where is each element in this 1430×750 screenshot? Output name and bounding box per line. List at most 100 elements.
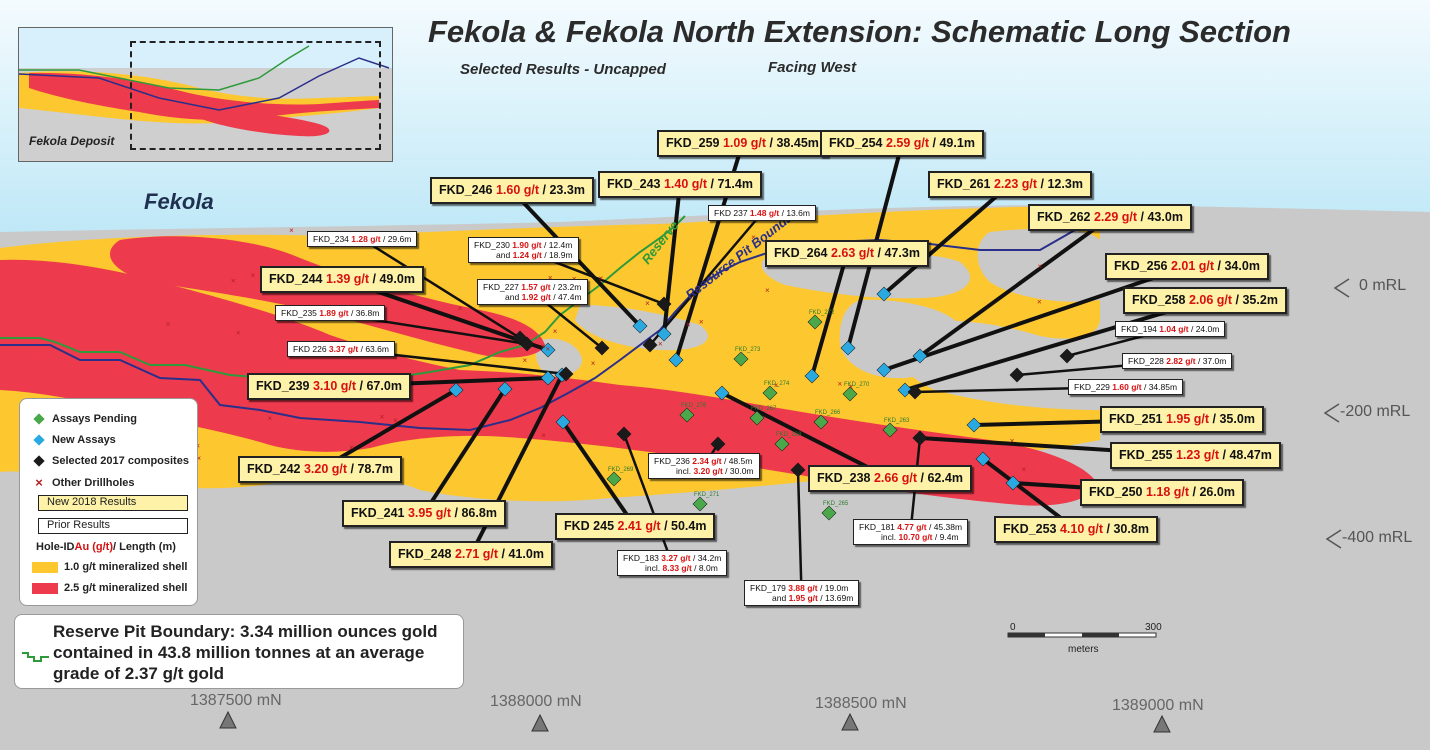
other-drillhole-marker: × [548, 273, 553, 282]
other-drillhole-marker: × [1037, 262, 1042, 271]
other-drillhole-marker: × [658, 340, 663, 349]
other-drillhole-marker: × [751, 233, 756, 242]
prior-label-fkd-194[interactable]: FKD_194 1.04 g/t / 24.0m [1115, 321, 1226, 338]
pending-hole-id: FKD_271 [694, 492, 720, 498]
shell-25g-left [0, 294, 242, 388]
result-label-fkd-264[interactable]: FKD_264 2.63 g/t / 47.3m [765, 240, 929, 267]
shell-1g-fringe [430, 453, 568, 482]
legend: Assays Pending New Assays Selected 2017 … [19, 398, 198, 606]
result-label-fkd-241[interactable]: FKD_241 3.95 g/t / 86.8m [342, 500, 506, 527]
prior-label-fkd-228[interactable]: FKD_228 2.82 g/t / 37.0m [1122, 353, 1233, 370]
result-label-fkd-253[interactable]: FKD_253 4.10 g/t / 30.8m [994, 516, 1158, 543]
leader-line [810, 252, 849, 377]
result-label-fkd-255[interactable]: FKD_255 1.23 g/t / 48.47m [1110, 442, 1281, 469]
pending-assay-marker [692, 496, 708, 512]
reserve-callout: Reserve Pit Boundary: 3.34 million ounce… [14, 614, 464, 689]
pending-hole-id: FKD_272 [809, 310, 835, 316]
shell-25g-upper [110, 236, 545, 358]
rl-arrows [1323, 278, 1350, 549]
result-label-fkd-245[interactable]: FKD 245 2.41 g/t / 50.4m [555, 513, 716, 540]
pending-hole-id: FKD_276 [681, 403, 707, 409]
pending-assay-marker [762, 385, 778, 401]
rl-label-200: -200 mRL [1340, 403, 1411, 420]
new-assay-marker [876, 286, 892, 302]
other-drillhole-marker: × [545, 345, 550, 354]
composite-marker [1009, 367, 1025, 383]
leader-line [882, 182, 1012, 296]
prior-label-fkd-235[interactable]: FKD_235 1.89 g/t / 36.8m [275, 305, 386, 322]
prior-label-fkd-179[interactable]: FKD_179 3.88 g/t / 19.0m and 1.95 g/t / 1… [744, 580, 860, 607]
drillhole-markers: FKD_272 FKD_273 FKD_274 FKD_270 FKD_266 FKD_2… [166, 226, 1075, 521]
result-label-fkd-262[interactable]: FKD_262 2.29 g/t / 43.0m [1028, 204, 1192, 231]
prior-label-fkd-230[interactable]: FKD_230 1.90 g/t / 12.4m and 1.24 g/t / 1… [468, 237, 579, 264]
new-assay-marker [876, 362, 892, 378]
prior-label-fkd-181[interactable]: FKD_181 4.77 g/t / 45.38m incl. 10.70 g/t… [853, 519, 969, 546]
leader-line [883, 264, 1188, 372]
other-drillhole-marker: × [1010, 437, 1015, 446]
prior-label-fkd-183[interactable]: FKD_183 3.27 g/t / 34.2m incl. 8.33 g/t /… [617, 550, 728, 577]
subtitle-left: Selected Results - Uncapped [460, 61, 666, 78]
pending-hole-id: FKD_269 [608, 467, 634, 473]
prior-label-fkd-237[interactable]: FKD 237 1.48 g/t / 13.6m [708, 205, 816, 222]
pending-assay-marker [807, 314, 823, 330]
result-label-fkd-242[interactable]: FKD_242 3.20 g/t / 78.7m [238, 456, 402, 483]
composite-marker [912, 430, 928, 446]
other-drillhole-marker: × [196, 454, 201, 463]
result-label-fkd-259[interactable]: FKD_259 1.09 g/t / 38.45m [657, 130, 828, 157]
legend-pending: Assays Pending [32, 412, 137, 426]
legend-composites: Selected 2017 composites [32, 454, 189, 468]
other-drillhole-marker: × [572, 274, 577, 283]
result-label-fkd-251[interactable]: FKD_251 1.95 g/t / 35.0m [1100, 406, 1264, 433]
leader-line [904, 298, 1206, 392]
waste-pod-4 [839, 299, 965, 379]
new-assay-marker [540, 370, 556, 386]
result-label-fkd-246[interactable]: FKD_246 1.60 g/t / 23.3m [430, 177, 594, 204]
other-drillhole-marker: × [765, 286, 770, 295]
result-label-fkd-243[interactable]: FKD_243 1.40 g/t / 71.4m [598, 171, 762, 198]
composite-marker [1059, 348, 1075, 364]
other-drillhole-marker: × [541, 431, 546, 440]
result-label-fkd-244[interactable]: FKD_244 1.39 g/t / 49.0m [260, 266, 424, 293]
result-label-fkd-238[interactable]: FKD_238 2.66 g/t / 62.4m [808, 465, 972, 492]
mn-triangle-icon [841, 712, 859, 731]
legend-shell-25g: 2.5 g/t mineralized shell [32, 582, 188, 594]
other-drillhole-marker: × [522, 356, 527, 365]
rl-arrow-icon [1333, 278, 1350, 298]
prior-label-fkd-236[interactable]: FKD_236 2.34 g/t / 48.5m incl. 3.20 g/t /… [648, 453, 760, 480]
result-label-fkd-254[interactable]: FKD_254 2.59 g/t / 49.1m [820, 130, 984, 157]
result-label-fkd-248[interactable]: FKD_248 2.71 g/t / 41.0m [389, 541, 553, 568]
new-assay-marker [966, 417, 982, 433]
scale-bar: 0 300 meters [1007, 622, 1162, 655]
rl-arrow-icon [1323, 403, 1340, 423]
other-drillhole-marker: × [541, 342, 546, 351]
other-drillhole-marker: × [686, 320, 691, 329]
new-assay-marker [804, 368, 820, 384]
prior-label-fkd-229[interactable]: FKD_229 1.60 g/t / 34.85m [1068, 379, 1184, 396]
pending-assay-marker [882, 422, 898, 438]
legend-new-assays: New Assays [32, 433, 116, 447]
prior-label-fkd-234[interactable]: FKD_234 1.28 g/t / 29.6m [307, 231, 418, 248]
other-drillhole-marker: × [837, 379, 842, 388]
new-assay-marker [840, 340, 856, 356]
pending-hole-id: FKD_274 [764, 381, 790, 387]
pending-hole-id: FKD_263 [884, 418, 910, 424]
result-label-fkd-239[interactable]: FKD_239 3.10 g/t / 67.0m [247, 373, 411, 400]
new-assay-marker [668, 352, 684, 368]
other-drillhole-marker: × [699, 317, 704, 326]
mn-markers [219, 710, 1171, 733]
result-label-fkd-261[interactable]: FKD_261 2.23 g/t / 12.3m [928, 171, 1092, 198]
new-assay-marker [1005, 475, 1021, 491]
composite-marker [907, 384, 923, 400]
pending-assay-marker [733, 351, 749, 367]
result-label-fkd-256[interactable]: FKD_256 2.01 g/t / 34.0m [1105, 253, 1269, 280]
other-drillhole-marker: × [380, 412, 385, 421]
other-drillhole-marker: × [553, 327, 558, 336]
prior-label-fkd-226[interactable]: FKD 226 3.37 g/t / 63.6m [287, 341, 395, 358]
result-label-fkd-258[interactable]: FKD_258 2.06 g/t / 35.2m [1123, 287, 1287, 314]
prior-label-fkd-227[interactable]: FKD_227 1.57 g/t / 23.2m and 1.92 g/t / 4… [477, 279, 588, 306]
result-label-fkd-250[interactable]: FKD_250 1.18 g/t / 26.0m [1080, 479, 1244, 506]
other-drillhole-marker: × [849, 383, 854, 392]
composite-marker [710, 436, 726, 452]
other-drillhole-marker: × [774, 381, 779, 390]
